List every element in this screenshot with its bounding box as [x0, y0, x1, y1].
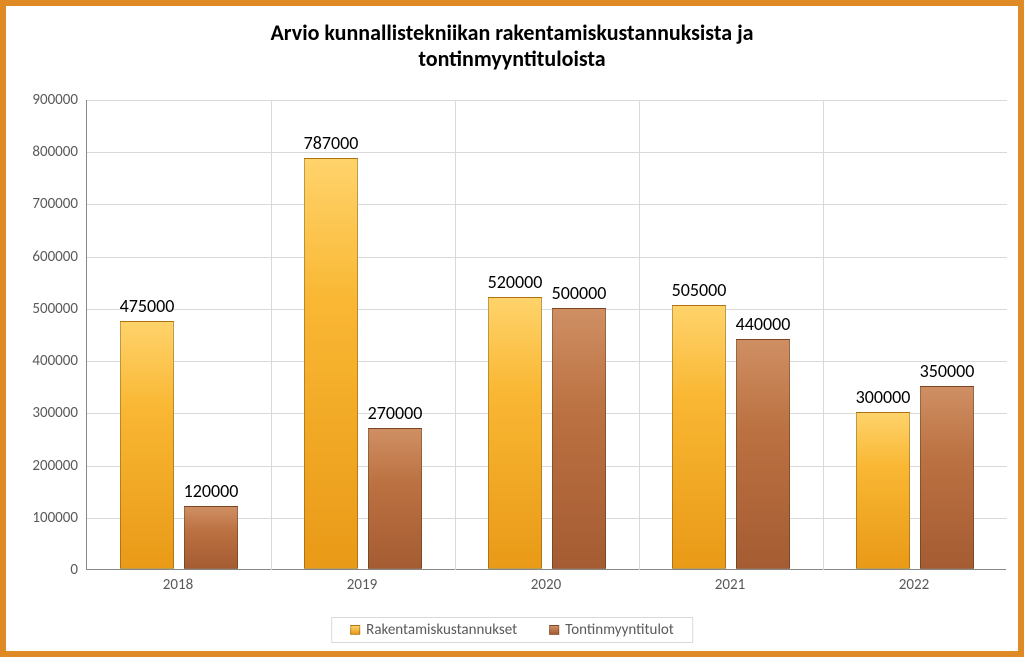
bar-series-a: [672, 305, 726, 569]
ytick-label: 600000: [8, 248, 78, 266]
xtick-label: 2019: [347, 576, 377, 594]
data-label: 270000: [368, 402, 423, 424]
data-label: 520000: [488, 271, 543, 293]
data-label: 787000: [304, 132, 359, 154]
legend-item-series-b: Tontinmyyntitulot: [549, 621, 674, 639]
plot-area: 0100000200000300000400000500000600000700…: [86, 100, 1006, 570]
bar-series-a: [488, 297, 542, 569]
bar-series-b: [736, 339, 790, 569]
group-separator: [455, 100, 456, 570]
xtick-label: 2018: [163, 576, 193, 594]
swatch-series-a: [350, 625, 360, 635]
bar-series-a: [304, 158, 358, 569]
xtick-label: 2020: [531, 576, 561, 594]
bar-series-b: [184, 506, 238, 569]
gridline: [87, 152, 1007, 153]
data-label: 505000: [672, 279, 727, 301]
title-line-2: tontinmyyntituloista: [418, 45, 605, 72]
data-label: 300000: [856, 386, 911, 408]
xtick-label: 2022: [899, 576, 929, 594]
chart-title: Arvio kunnallistekniikan rakentamiskusta…: [6, 6, 1018, 73]
group-separator: [639, 100, 640, 570]
gridline: [87, 204, 1007, 205]
data-label: 350000: [920, 360, 975, 382]
data-label: 440000: [736, 313, 791, 335]
ytick-label: 0: [8, 561, 78, 579]
group-separator: [271, 100, 272, 570]
legend-label-series-b: Tontinmyyntitulot: [565, 621, 674, 639]
ytick-label: 200000: [8, 457, 78, 475]
bar-series-b: [552, 308, 606, 569]
legend: Rakentamiskustannukset Tontinmyyntitulot: [331, 617, 693, 643]
gridline: [87, 361, 1007, 362]
bar-series-a: [856, 412, 910, 569]
title-line-1: Arvio kunnallistekniikan rakentamiskusta…: [270, 19, 753, 46]
ytick-label: 900000: [8, 91, 78, 109]
ytick-label: 300000: [8, 404, 78, 422]
data-label: 475000: [120, 295, 175, 317]
data-label: 500000: [552, 282, 607, 304]
ytick-label: 400000: [8, 352, 78, 370]
group-separator: [823, 100, 824, 570]
gridline: [87, 309, 1007, 310]
chart-frame: Arvio kunnallistekniikan rakentamiskusta…: [0, 0, 1024, 657]
plot-wrap: 0100000200000300000400000500000600000700…: [86, 100, 1006, 586]
bar-series-b: [368, 428, 422, 569]
legend-item-series-a: Rakentamiskustannukset: [350, 621, 517, 639]
gridline: [87, 100, 1007, 101]
bar-series-a: [120, 321, 174, 569]
x-axis: 2018 2019 2020 2021 2022: [86, 570, 1006, 594]
xtick-label: 2021: [715, 576, 745, 594]
gridline: [87, 257, 1007, 258]
ytick-label: 500000: [8, 300, 78, 318]
ytick-label: 700000: [8, 195, 78, 213]
ytick-label: 800000: [8, 143, 78, 161]
legend-label-series-a: Rakentamiskustannukset: [366, 621, 517, 639]
bar-series-b: [920, 386, 974, 569]
ytick-label: 100000: [8, 509, 78, 527]
data-label: 120000: [184, 480, 239, 502]
swatch-series-b: [549, 625, 559, 635]
